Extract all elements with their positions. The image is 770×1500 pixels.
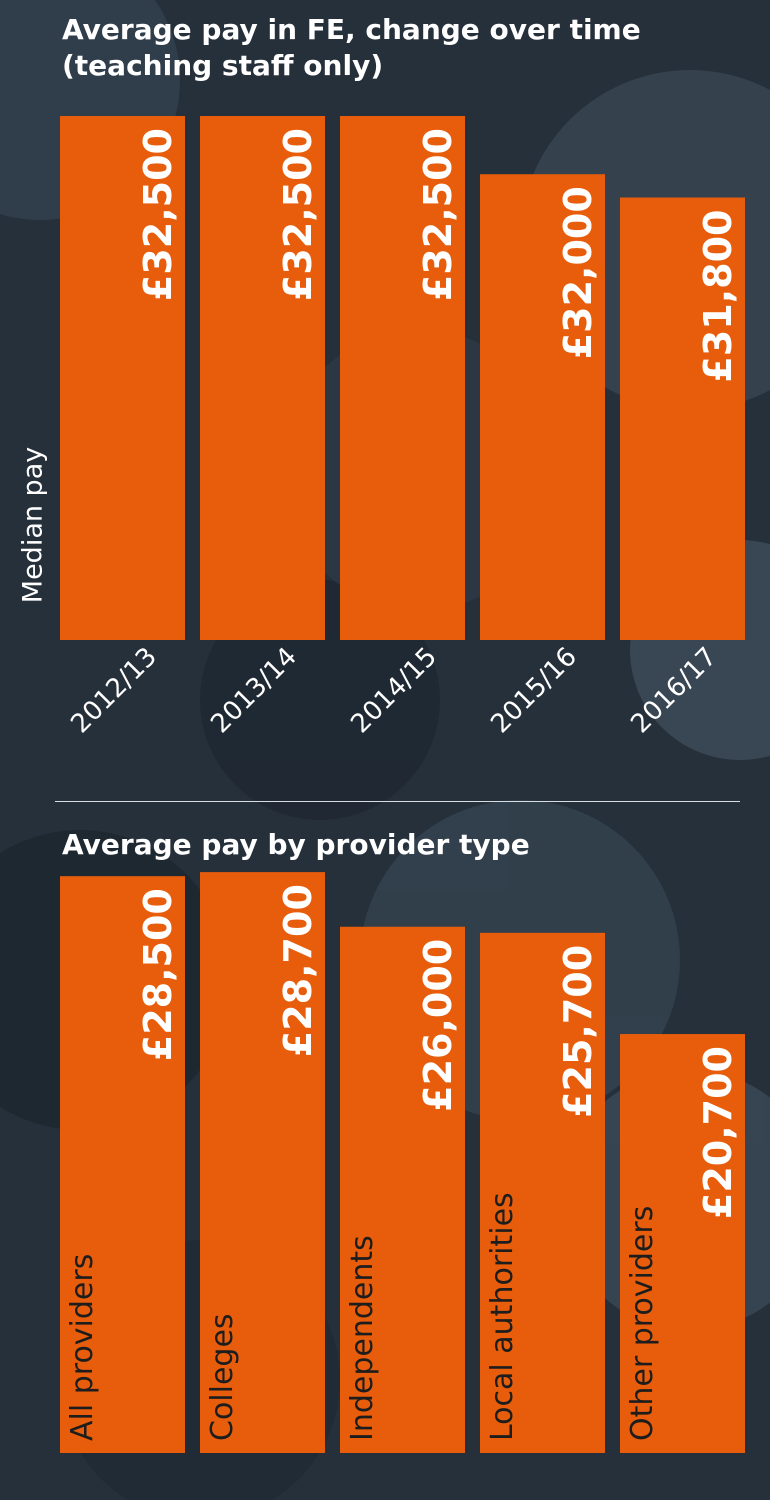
bar-2015-16 <box>480 174 605 640</box>
bar-value-label: £32,500 <box>136 128 180 301</box>
bar-value-label: £31,800 <box>696 210 740 383</box>
bar-colleges <box>200 872 325 1453</box>
bar-value-label: £26,000 <box>416 939 460 1112</box>
chart-title-pay-over-time: Average pay in FE, change over time (tea… <box>62 13 641 82</box>
bar-2016-17 <box>620 197 745 640</box>
bar-value-label: £32,500 <box>276 128 320 301</box>
section-divider <box>55 801 740 802</box>
bar-2012-13 <box>60 116 185 640</box>
bar-all-providers <box>60 876 185 1453</box>
bar-local-authorities <box>480 932 605 1453</box>
bar-value-label: £25,700 <box>556 945 600 1118</box>
bar-value-label: £28,700 <box>276 884 320 1057</box>
bar-value-label: £32,500 <box>416 128 460 301</box>
bar-value-label: £28,500 <box>136 888 180 1061</box>
category-label: Other providers <box>625 1206 660 1441</box>
bar-independents <box>340 926 465 1453</box>
category-label: All providers <box>65 1254 100 1441</box>
category-label: Colleges <box>205 1313 240 1441</box>
chart-title-pay-by-provider: Average pay by provider type <box>62 828 530 861</box>
bar-2014-15 <box>340 116 465 640</box>
bar-value-label: £32,000 <box>556 186 600 359</box>
bar-value-label: £20,700 <box>696 1046 740 1219</box>
bar-other-providers <box>620 1034 745 1453</box>
category-label: Local authorities <box>485 1192 520 1441</box>
bar-2013-14 <box>200 116 325 640</box>
category-label: Independents <box>345 1235 380 1441</box>
